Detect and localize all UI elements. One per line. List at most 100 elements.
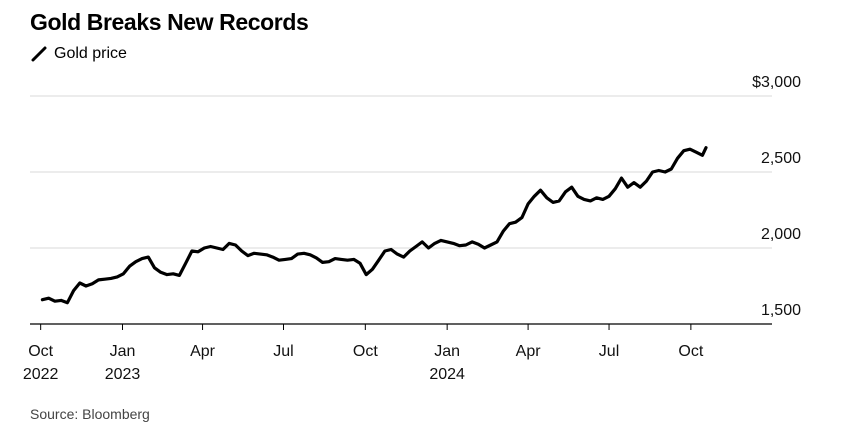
data-point [159,271,162,274]
data-point [359,262,361,265]
data-point [570,186,573,188]
data-point [209,245,212,248]
data-point [353,258,355,261]
x-tick-year-label: 2023 [105,366,141,383]
data-point [608,195,610,198]
y-tick-label: $3,000 [752,74,801,91]
data-point [689,148,691,150]
data-point [602,198,604,201]
data-point [390,248,392,251]
data-point [683,149,685,152]
data-point [502,230,505,233]
data-point [272,256,274,258]
data-point [309,254,312,256]
data-point [290,257,293,260]
data-point [477,243,480,245]
y-tick-label: 2,000 [761,226,801,243]
data-point [166,273,168,276]
data-point [446,241,449,243]
data-point [135,260,137,263]
data-point [54,300,56,303]
data-point [695,151,697,153]
data-point [552,201,554,204]
data-point [303,252,305,255]
data-point [328,260,330,263]
x-tick-label: Oct [28,343,53,360]
data-point [334,257,336,260]
data-point [651,171,654,173]
data-point [172,273,174,275]
data-point [433,242,436,245]
data-point [72,289,75,292]
data-point [178,274,181,277]
data-point [116,276,118,278]
y-tick-label: 1,500 [761,302,801,319]
data-point [191,250,193,252]
data-point [514,221,517,223]
data-point [384,250,386,252]
data-point [340,258,343,261]
data-point [415,245,417,248]
source-note: Source: Bloomberg [30,406,150,422]
x-tick-label: Jul [273,343,293,360]
data-point [427,247,430,249]
data-point [66,301,69,304]
data-point [626,186,629,188]
data-point [527,203,529,205]
data-point [128,265,131,268]
data-point [141,257,143,260]
data-point [41,298,44,301]
data-point [110,277,112,280]
x-tick-label: Oct [353,343,378,360]
x-tick-label: Apr [190,343,216,360]
data-point [583,198,585,201]
chart-title: Gold Breaks New Records [30,9,309,35]
data-point [645,180,648,182]
data-point [421,241,424,243]
data-point [546,197,548,199]
data-point [122,273,125,275]
data-point [259,253,262,255]
data-point [203,247,206,249]
data-point [402,256,405,258]
data-point [103,278,106,281]
x-tick-label: Jan [110,343,136,360]
legend-label-gold-price: Gold price [54,45,127,62]
data-point [658,169,660,172]
data-point [265,254,268,256]
data-point [496,241,498,243]
x-tick-label: Jan [434,343,460,360]
data-point [296,253,299,255]
data-point [234,244,237,246]
y-tick-label: 2,500 [761,150,801,167]
legend-line-icon [31,46,47,62]
gridlines [30,95,772,325]
data-point [97,279,100,281]
data-point [278,259,280,262]
legend: Gold price [30,45,127,63]
x-tick-label: Apr [516,343,542,360]
x-tick-label: Jul [599,343,619,360]
data-point [253,252,255,255]
data-point [85,285,87,287]
data-point [701,154,704,157]
data-point [577,195,579,198]
x-tick-label: Oct [678,343,703,360]
data-point [409,250,411,252]
data-point [321,261,324,264]
data-point [620,177,623,179]
data-point [633,181,635,184]
x-tick-year-label: 2024 [429,366,465,383]
x-axis-ticks: Oct 2022 Jan 2023 Apr Jul Oct Jan 2024 Apr Jul Oct [23,324,704,383]
data-point [664,171,666,173]
data-point [240,250,243,252]
data-point [670,168,673,170]
data-point [396,253,399,255]
data-point [247,254,249,257]
data-point [595,197,598,199]
data-point [79,282,81,284]
data-point [197,251,199,253]
x-tick-year-label: 2022 [23,366,59,383]
data-point [639,186,641,188]
